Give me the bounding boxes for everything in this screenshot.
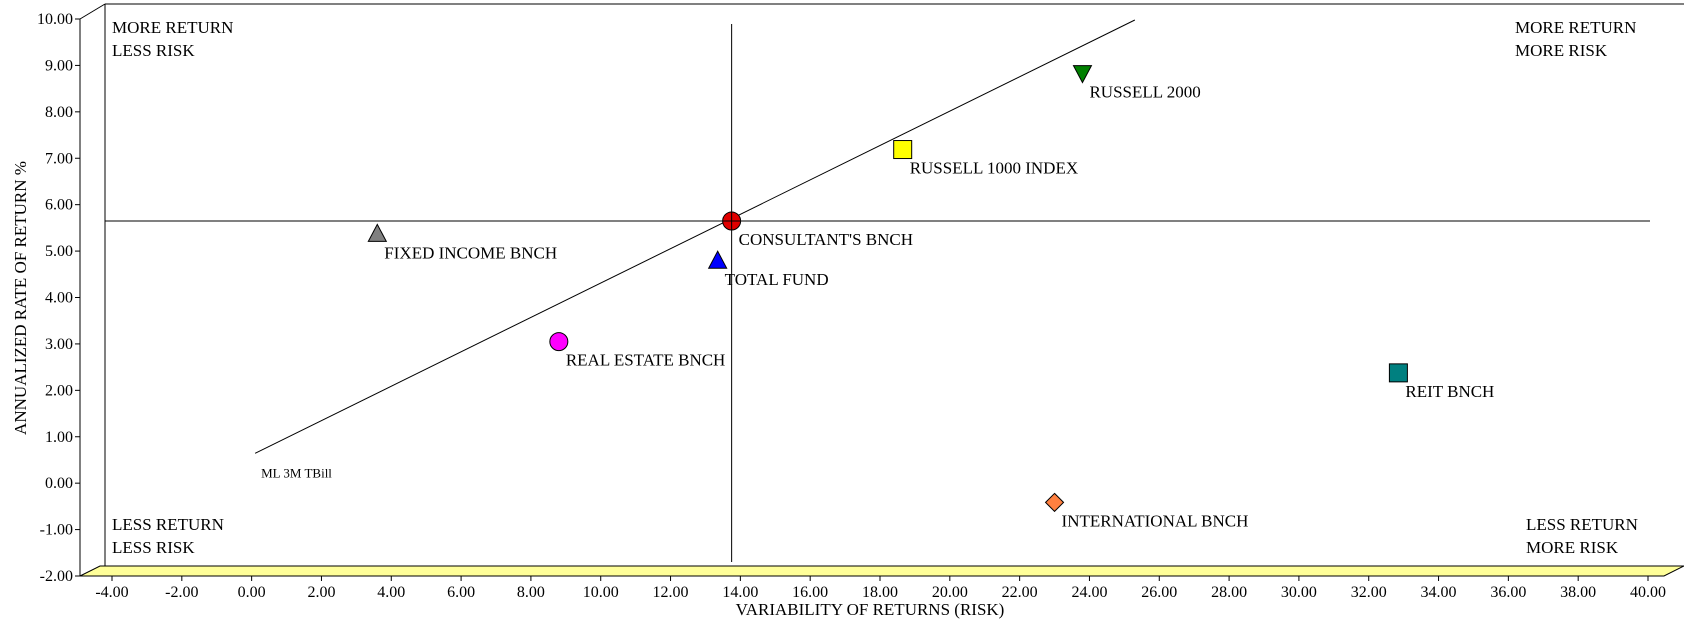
point-label: REAL ESTATE BNCH xyxy=(566,351,726,370)
data-points: CONSULTANT'S BNCH FIXED INCOME BNCH TOTAL … xyxy=(367,65,1494,530)
square-marker xyxy=(893,140,913,160)
x-tick-label: 10.00 xyxy=(583,584,619,601)
x-tick-label: 2.00 xyxy=(307,584,335,601)
data-point: RUSSELL 1000 INDEX xyxy=(893,140,1078,178)
floor-panel xyxy=(79,565,1684,577)
x-tick-label: 38.00 xyxy=(1560,584,1596,601)
x-tick-label: 28.00 xyxy=(1211,584,1247,601)
point-label: RUSSELL 2000 xyxy=(1089,83,1200,102)
data-point: REIT BNCH xyxy=(1388,363,1494,401)
data-point: CONSULTANT'S BNCH xyxy=(722,211,913,249)
x-tick-label: 8.00 xyxy=(517,584,545,601)
x-tick-label: 40.00 xyxy=(1630,584,1666,601)
y-tick-label: 2.00 xyxy=(45,382,73,399)
x-tick-label: -4.00 xyxy=(95,584,128,601)
square-marker xyxy=(1388,363,1408,383)
y-tick-label: 9.00 xyxy=(45,57,73,74)
data-point: RUSSELL 2000 xyxy=(1072,65,1201,102)
x-tick-label: 22.00 xyxy=(1002,584,1038,601)
quadrant-top-right-line2: MORE RISK xyxy=(1515,41,1608,60)
x-tick-label: 18.00 xyxy=(862,584,898,601)
data-point: REAL ESTATE BNCH xyxy=(549,332,726,370)
market-line xyxy=(254,19,1136,454)
quadrant-top-left-line2: LESS RISK xyxy=(112,41,195,60)
triangle-down-marker xyxy=(1072,65,1093,84)
data-point: INTERNATIONAL BNCH xyxy=(1044,492,1249,530)
quadrant-bottom-left-line2: LESS RISK xyxy=(112,538,195,557)
y-tick-label: 6.00 xyxy=(45,197,73,214)
y-tick-label: 1.00 xyxy=(45,429,73,446)
y-tick-label: 7.00 xyxy=(45,150,73,167)
axis-ticks: -4.00 -2.00 0.00 2.00 4.00 6.00 8.00 10.00 12.00… xyxy=(37,11,1666,601)
point-label: TOTAL FUND xyxy=(725,270,829,289)
point-label: RUSSELL 1000 INDEX xyxy=(910,159,1078,178)
quadrant-top-right-line1: MORE RETURN xyxy=(1515,18,1636,37)
y-tick-label: 4.00 xyxy=(45,290,73,307)
x-tick-label: 6.00 xyxy=(447,584,475,601)
x-tick-label: 20.00 xyxy=(932,584,968,601)
reference-lines: ML 3M TBill xyxy=(105,19,1650,562)
x-axis-title: VARIABILITY OF RETURNS (RISK) xyxy=(736,600,1005,619)
x-tick-label: -2.00 xyxy=(165,584,198,601)
x-tick-label: 30.00 xyxy=(1281,584,1317,601)
x-tick-label: 12.00 xyxy=(653,584,689,601)
quadrant-bottom-right-line1: LESS RETURN xyxy=(1526,515,1638,534)
y-tick-label: -1.00 xyxy=(40,522,73,539)
y-tick-label: 0.00 xyxy=(45,475,73,492)
y-tick-label: -2.00 xyxy=(40,568,73,585)
x-tick-label: 4.00 xyxy=(377,584,405,601)
y-tick-label: 8.00 xyxy=(45,104,73,121)
y-axis-title: ANNUALIZED RATE OF RETURN % xyxy=(11,161,30,435)
data-point: TOTAL FUND xyxy=(707,250,829,289)
quadrant-bottom-left-line1: LESS RETURN xyxy=(112,515,224,534)
point-label: FIXED INCOME BNCH xyxy=(384,243,557,262)
quadrant-top-left-line1: MORE RETURN xyxy=(112,18,233,37)
x-tick-label: 36.00 xyxy=(1490,584,1526,601)
x-tick-label: 14.00 xyxy=(722,584,758,601)
y-tick-label: 5.00 xyxy=(45,243,73,260)
x-tick-label: 32.00 xyxy=(1351,584,1387,601)
triangle-up-marker xyxy=(367,223,388,242)
x-tick-label: 34.00 xyxy=(1421,584,1457,601)
y-tick-label: 3.00 xyxy=(45,336,73,353)
wall-corner-edge xyxy=(79,3,106,20)
point-label: REIT BNCH xyxy=(1405,382,1494,401)
x-tick-label: 26.00 xyxy=(1141,584,1177,601)
x-tick-label: 0.00 xyxy=(238,584,266,601)
point-label: CONSULTANT'S BNCH xyxy=(739,230,913,249)
circle-marker xyxy=(549,332,569,352)
diamond-marker xyxy=(1044,492,1065,513)
y-tick-label: 10.00 xyxy=(37,11,73,28)
data-point: FIXED INCOME BNCH xyxy=(367,223,557,262)
point-label: INTERNATIONAL BNCH xyxy=(1062,511,1249,530)
x-tick-label: 24.00 xyxy=(1071,584,1107,601)
market-line-label: ML 3M TBill xyxy=(261,465,332,480)
x-tick-label: 16.00 xyxy=(792,584,828,601)
quadrant-bottom-right-line2: MORE RISK xyxy=(1526,538,1619,557)
triangle-up-marker xyxy=(707,250,728,269)
